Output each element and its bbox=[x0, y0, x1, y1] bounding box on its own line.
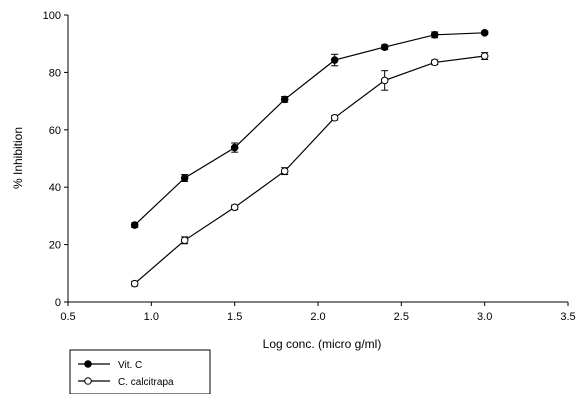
legend: Vit. C C. calcitrapa bbox=[69, 349, 211, 394]
y-tick-label: 40 bbox=[49, 182, 61, 194]
legend-box bbox=[69, 349, 211, 394]
data-point bbox=[280, 95, 289, 104]
x-tick-label: 2.5 bbox=[394, 311, 409, 323]
y-axis-title: % Inhibition bbox=[11, 127, 25, 189]
data-point bbox=[430, 31, 439, 39]
x-tick-label: 3.5 bbox=[560, 311, 575, 323]
series-line-c-calcitrapa bbox=[134, 55, 485, 285]
data-point bbox=[480, 28, 489, 37]
data-point bbox=[380, 76, 389, 85]
series-line-vit-c bbox=[134, 32, 485, 226]
y-tick-label: 100 bbox=[43, 10, 61, 22]
data-point bbox=[230, 143, 239, 152]
y-tick-label: 80 bbox=[49, 67, 61, 79]
legend-label-c-calcitrapa: C. calcitrapa bbox=[118, 377, 174, 388]
plot-area: 0.5 1.0 1.5 2.0 2.5 3.0 3.5 0 20 40 60 80 100 bbox=[43, 10, 576, 323]
data-point bbox=[380, 43, 389, 51]
legend-marker-vit-c bbox=[84, 360, 92, 368]
legend-label-vit-c: Vit. C bbox=[118, 360, 142, 371]
y-tick-label: 0 bbox=[55, 297, 61, 309]
legend-marker-c-calcitrapa bbox=[84, 377, 92, 385]
x-tick-label: 0.5 bbox=[60, 311, 75, 323]
x-tick-label: 3.0 bbox=[477, 311, 492, 323]
data-point bbox=[130, 221, 139, 229]
x-axis-title: Log conc. (micro g/ml) bbox=[263, 337, 382, 351]
data-point bbox=[180, 236, 189, 245]
data-point bbox=[280, 167, 289, 175]
data-point bbox=[330, 113, 339, 122]
y-tick-label: 20 bbox=[49, 240, 61, 252]
x-tick-label: 1.5 bbox=[227, 311, 242, 323]
series-vit-c bbox=[130, 28, 489, 229]
data-point bbox=[430, 58, 439, 67]
x-tick-label: 1.0 bbox=[144, 311, 159, 323]
series-c-calcitrapa bbox=[130, 52, 489, 288]
data-point bbox=[480, 52, 489, 60]
data-point bbox=[130, 279, 139, 288]
data-point bbox=[330, 56, 339, 64]
data-point bbox=[180, 174, 189, 182]
y-tick-label: 60 bbox=[49, 125, 61, 137]
data-point bbox=[230, 203, 239, 212]
x-tick-label: 2.0 bbox=[310, 311, 325, 323]
